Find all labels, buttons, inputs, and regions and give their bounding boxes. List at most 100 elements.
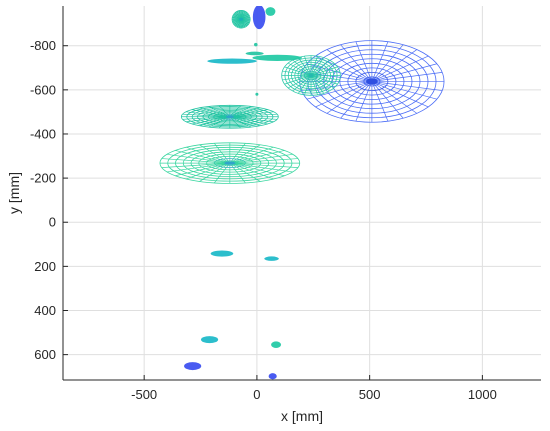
plot-marks <box>159 6 445 380</box>
mesh-spoke <box>310 57 325 76</box>
mesh-spoke <box>175 150 230 164</box>
mesh-spoke <box>229 162 261 182</box>
mesh-spoke <box>371 81 418 114</box>
blob-mark <box>255 92 259 96</box>
mesh-spoke <box>218 116 231 129</box>
blob-mark <box>245 51 264 56</box>
mesh-spoke <box>371 55 429 82</box>
mesh-spoke <box>229 113 278 118</box>
mesh-spoke <box>310 75 340 81</box>
blob-mark <box>207 58 257 64</box>
mesh-spoke <box>229 116 252 128</box>
mesh-spoke <box>229 116 241 129</box>
mesh-spoke <box>229 153 293 164</box>
mesh-spoke <box>315 81 373 108</box>
mesh-spoke <box>310 66 338 76</box>
mesh-spoke <box>298 57 312 76</box>
mesh-spoke <box>199 162 231 182</box>
mesh-spoke <box>371 63 437 82</box>
mesh-spoke <box>340 81 373 119</box>
mesh-spoke <box>310 62 335 76</box>
y-tick-label: -600 <box>30 82 56 97</box>
mesh-spoke <box>229 162 274 180</box>
mesh-spoke <box>229 162 285 177</box>
mesh-spoke <box>310 75 335 89</box>
blob-mark <box>264 256 279 261</box>
mesh-spoke <box>371 81 443 91</box>
grid-lines <box>63 6 541 380</box>
mesh-spoke <box>306 81 372 100</box>
mesh-spoke <box>214 143 231 164</box>
mesh-spoke <box>182 116 230 120</box>
mesh-spoke <box>229 146 274 164</box>
mesh-spoke <box>340 44 373 82</box>
mesh-spoke <box>214 162 231 184</box>
mesh-spoke <box>229 109 268 118</box>
x-tick-label: 1000 <box>468 387 497 402</box>
mesh-spoke <box>292 75 312 92</box>
mesh-spoke <box>229 111 274 118</box>
blob-mark <box>200 336 219 344</box>
mesh-object <box>180 104 279 129</box>
mesh-spoke <box>175 162 230 177</box>
mesh-spoke <box>287 62 312 76</box>
mesh-spoke <box>166 162 230 173</box>
mesh-spoke <box>186 162 230 180</box>
mesh-spoke <box>208 106 231 118</box>
mesh-spoke <box>229 116 278 120</box>
blob-mark <box>210 250 234 257</box>
mesh-spoke <box>284 66 312 76</box>
mesh-spoke <box>282 70 312 76</box>
mesh-core <box>224 161 236 165</box>
mesh-spoke <box>306 63 372 82</box>
y-tick-label: 0 <box>49 215 56 230</box>
mesh-spoke <box>304 56 312 76</box>
blob-mark <box>252 54 302 61</box>
mesh-spoke <box>229 144 261 164</box>
mesh-spoke <box>229 162 293 173</box>
x-tick-label: 0 <box>253 387 260 402</box>
y-tick-label: -200 <box>30 171 56 186</box>
mesh-spoke <box>161 162 230 168</box>
mesh-spoke <box>208 116 231 128</box>
mesh-object <box>231 10 251 29</box>
y-tick-label: 200 <box>34 259 56 274</box>
mesh-spoke <box>371 81 429 108</box>
mesh-spoke <box>310 75 338 85</box>
mesh-spoke <box>292 59 312 76</box>
mesh-spoke <box>310 75 330 92</box>
x-tick-label: -500 <box>131 387 157 402</box>
mesh-spoke <box>229 107 261 118</box>
mesh-spoke <box>229 158 299 164</box>
y-tick-label: -800 <box>30 38 56 53</box>
mesh-spoke <box>371 81 437 100</box>
x-axis-label: x [mm] <box>281 408 323 424</box>
mesh-spoke <box>298 75 312 94</box>
mesh-spoke <box>326 81 373 114</box>
mesh-spoke <box>284 75 312 85</box>
mesh-spoke <box>191 109 230 118</box>
y-axis-label: y [mm] <box>6 172 22 214</box>
mesh-spoke <box>371 44 404 82</box>
y-tick-label: -400 <box>30 126 56 141</box>
mesh-spoke <box>161 158 230 164</box>
blob-mark <box>252 6 266 30</box>
mesh-spoke <box>199 144 231 164</box>
mesh-spoke <box>191 116 230 125</box>
mesh-spoke <box>229 106 252 118</box>
mesh-core <box>366 78 378 85</box>
blob-mark <box>265 7 276 16</box>
mesh-spoke <box>182 113 230 118</box>
mesh-spoke <box>355 41 373 82</box>
blob-mark <box>268 373 277 380</box>
mesh-spoke <box>371 49 418 82</box>
mesh-spoke <box>355 81 373 122</box>
mesh-spoke <box>229 105 241 118</box>
blob-mark <box>271 341 282 349</box>
mesh-spoke <box>229 116 261 127</box>
mesh-spoke <box>282 75 312 81</box>
mesh-spoke <box>326 49 373 82</box>
mesh-spoke <box>310 56 318 76</box>
mesh-spoke <box>186 146 230 164</box>
